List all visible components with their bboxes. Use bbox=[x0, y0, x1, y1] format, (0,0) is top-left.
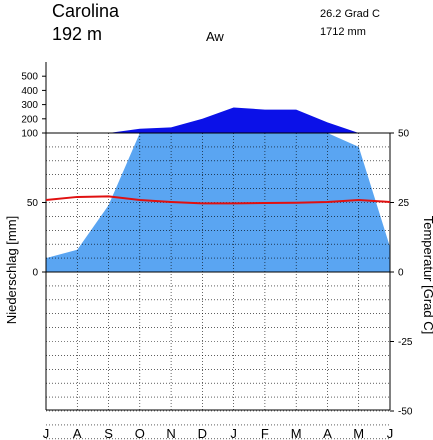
left-tick-label: 200 bbox=[21, 114, 38, 125]
annual-precipitation: 1712 mm bbox=[320, 26, 366, 38]
right-tick-label: 50 bbox=[398, 129, 410, 140]
month-label: A bbox=[323, 426, 332, 440]
left-tick-label: 400 bbox=[21, 86, 38, 97]
left-tick-label: 300 bbox=[21, 100, 38, 111]
station-elevation: 192 m bbox=[52, 24, 102, 44]
left-tick-label: 0 bbox=[32, 268, 38, 279]
left-tick-label: 50 bbox=[27, 198, 39, 209]
station-name: Carolina bbox=[52, 1, 120, 21]
right-axis-label: Temperatur [Grad C] bbox=[421, 216, 433, 335]
month-label: S bbox=[104, 426, 113, 440]
month-label: A bbox=[73, 426, 82, 440]
month-label: M bbox=[353, 426, 364, 440]
month-label: D bbox=[198, 426, 207, 440]
month-label: J bbox=[230, 426, 237, 440]
right-tick-label: 0 bbox=[398, 268, 404, 279]
right-tick-label: 25 bbox=[398, 198, 410, 209]
right-tick-label: -25 bbox=[398, 337, 413, 348]
precip-area-high bbox=[46, 107, 390, 133]
month-label: J bbox=[43, 426, 50, 440]
month-label: O bbox=[135, 426, 145, 440]
month-label: F bbox=[261, 426, 269, 440]
left-tick-label: 500 bbox=[21, 72, 38, 83]
left-axis-label: Niederschlag [mm] bbox=[4, 216, 19, 324]
left-tick-label: 100 bbox=[21, 129, 38, 140]
month-label: N bbox=[166, 426, 175, 440]
climate-class: Aw bbox=[206, 29, 224, 44]
mean-temperature: 26.2 Grad C bbox=[320, 8, 380, 20]
month-label: M bbox=[291, 426, 302, 440]
right-tick-label: -50 bbox=[398, 407, 413, 418]
temperature-line bbox=[45, 195, 391, 205]
month-label: J bbox=[387, 426, 394, 440]
